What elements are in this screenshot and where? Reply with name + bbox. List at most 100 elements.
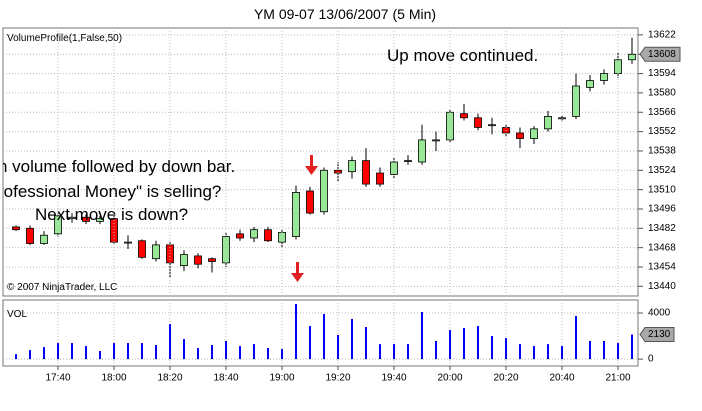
candle-body [334, 169, 342, 174]
candle-body [418, 139, 426, 163]
candle-body [320, 169, 328, 213]
volume-bar [519, 344, 521, 360]
candle-body [460, 113, 468, 119]
y-tick-label: 4000 [648, 308, 671, 319]
volume-title: VOL [7, 309, 27, 320]
volume-bar [127, 343, 129, 360]
candle-body [586, 80, 594, 88]
x-tick-label: 20:40 [549, 373, 574, 384]
candle-body [572, 85, 580, 117]
volume-bar [477, 326, 479, 360]
volume-bar [99, 351, 101, 360]
candle-body [516, 132, 524, 139]
volume-bar [141, 343, 143, 360]
volume-bar [267, 348, 269, 360]
volume-bar [435, 341, 437, 360]
volume-plot [3, 300, 638, 366]
candle-body [208, 258, 216, 262]
chart-title: YM 09-07 13/06/2007 (5 Min) [254, 6, 436, 22]
volume-bar [29, 350, 31, 360]
volume-bar [491, 336, 493, 360]
x-tick-label: 18:40 [213, 373, 238, 384]
candle-body [40, 234, 48, 244]
y-tick-label: 13496 [648, 204, 676, 215]
volume-bar [225, 341, 227, 360]
volume-bar [603, 341, 605, 360]
x-tick-label: 18:00 [101, 373, 126, 384]
volume-bar [379, 344, 381, 360]
last-volume-label: 2130 [648, 329, 671, 340]
volume-bar [309, 326, 311, 360]
candle-body [96, 218, 104, 222]
candle-body [264, 229, 272, 242]
candle-body [236, 233, 244, 239]
candle-body [12, 226, 20, 231]
volume-bar [43, 347, 45, 360]
copyright: © 2007 NinjaTrader, LLC [7, 282, 117, 293]
candle-body [54, 215, 62, 235]
y-tick-label: 13608 [648, 49, 676, 60]
volume-bar [449, 330, 451, 360]
candle-body [82, 216, 90, 222]
volume-bar [15, 354, 17, 360]
volume-bar [393, 344, 395, 360]
candle-body [26, 227, 34, 244]
volume-bar [617, 343, 619, 360]
candle-body [292, 191, 300, 237]
x-tick-label: 17:40 [45, 373, 70, 384]
candle-body [446, 111, 454, 141]
x-tick-label: 19:20 [325, 373, 350, 384]
x-tick-label: 19:00 [269, 373, 294, 384]
price-panel [2, 27, 639, 297]
candle-body [194, 255, 202, 265]
volume-bar [155, 345, 157, 360]
volume-bar [575, 316, 577, 360]
candle-body [488, 124, 496, 127]
candle-body [362, 160, 370, 185]
volume-bar [337, 335, 339, 360]
y-tick-label: 13482 [648, 223, 676, 234]
candle-body [278, 232, 286, 243]
volume-bar [407, 344, 409, 360]
candle-body [390, 161, 398, 175]
volume-bar [281, 349, 283, 360]
price-plot: Up move continued. h volume followed by d… [0, 28, 638, 296]
arrow [305, 166, 318, 175]
candle-body [250, 229, 258, 239]
volume-bar [239, 346, 241, 360]
annotation: h volume followed by down bar. [0, 157, 235, 176]
volume-bar [631, 334, 633, 360]
volume-bar [421, 311, 423, 360]
volume-bar [71, 343, 73, 360]
volume-bar [505, 338, 507, 360]
volume-bar [211, 345, 213, 360]
candle-body [222, 236, 230, 264]
last-volume-box [639, 327, 675, 343]
arrow [296, 262, 299, 274]
volume-bar [351, 319, 353, 360]
y-tick-label: 13454 [648, 262, 676, 273]
candle-body [152, 244, 160, 260]
candle-body [376, 172, 384, 185]
volume-bar [589, 341, 591, 360]
volume-bar [365, 327, 367, 360]
x-tick-label: 18:20 [157, 373, 182, 384]
x-tick-label: 20:00 [437, 373, 462, 384]
candle-body [530, 128, 538, 139]
candle-body [348, 160, 356, 173]
volume-bar [183, 339, 185, 360]
candle-body [628, 53, 636, 61]
annotation: Up move continued. [387, 46, 538, 65]
y-tick-label: 13468 [648, 242, 676, 253]
candle-body [600, 73, 608, 81]
annotation: Next move is down? [35, 205, 188, 224]
y-tick-label: 13580 [648, 88, 676, 99]
volume-bar [113, 343, 115, 360]
volume-bar [85, 346, 87, 360]
x-tick-label: 20:20 [493, 373, 518, 384]
y-tick-label: 13552 [648, 126, 676, 137]
candle-body [110, 218, 118, 243]
candle-body [474, 117, 482, 128]
candle-body [124, 241, 132, 244]
